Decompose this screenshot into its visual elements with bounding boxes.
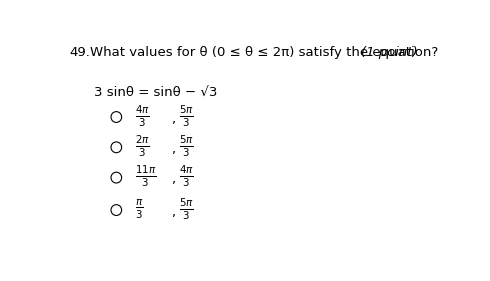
Text: ,: , (172, 143, 175, 156)
Text: $\frac{2\pi}{3}$: $\frac{2\pi}{3}$ (135, 133, 150, 159)
Text: ,: , (172, 206, 175, 219)
Text: 49.: 49. (70, 46, 91, 59)
Text: $\frac{\pi}{3}$: $\frac{\pi}{3}$ (135, 197, 144, 221)
Text: $\frac{11\pi}{3}$: $\frac{11\pi}{3}$ (135, 164, 157, 189)
Text: $\frac{4\pi}{3}$: $\frac{4\pi}{3}$ (179, 164, 194, 189)
Text: (1 point): (1 point) (361, 46, 418, 59)
Text: ,: , (172, 113, 175, 126)
Text: 3 sinθ = sinθ − √3: 3 sinθ = sinθ − √3 (94, 86, 217, 99)
Text: $\frac{5\pi}{3}$: $\frac{5\pi}{3}$ (179, 103, 194, 129)
Text: What values for θ (0 ≤ θ ≤ 2π) satisfy the equation?: What values for θ (0 ≤ θ ≤ 2π) satisfy t… (91, 46, 439, 59)
Text: $\frac{5\pi}{3}$: $\frac{5\pi}{3}$ (179, 133, 194, 159)
Text: $\frac{4\pi}{3}$: $\frac{4\pi}{3}$ (135, 103, 150, 129)
Text: ,: , (172, 173, 175, 186)
Text: $\frac{5\pi}{3}$: $\frac{5\pi}{3}$ (179, 196, 194, 222)
